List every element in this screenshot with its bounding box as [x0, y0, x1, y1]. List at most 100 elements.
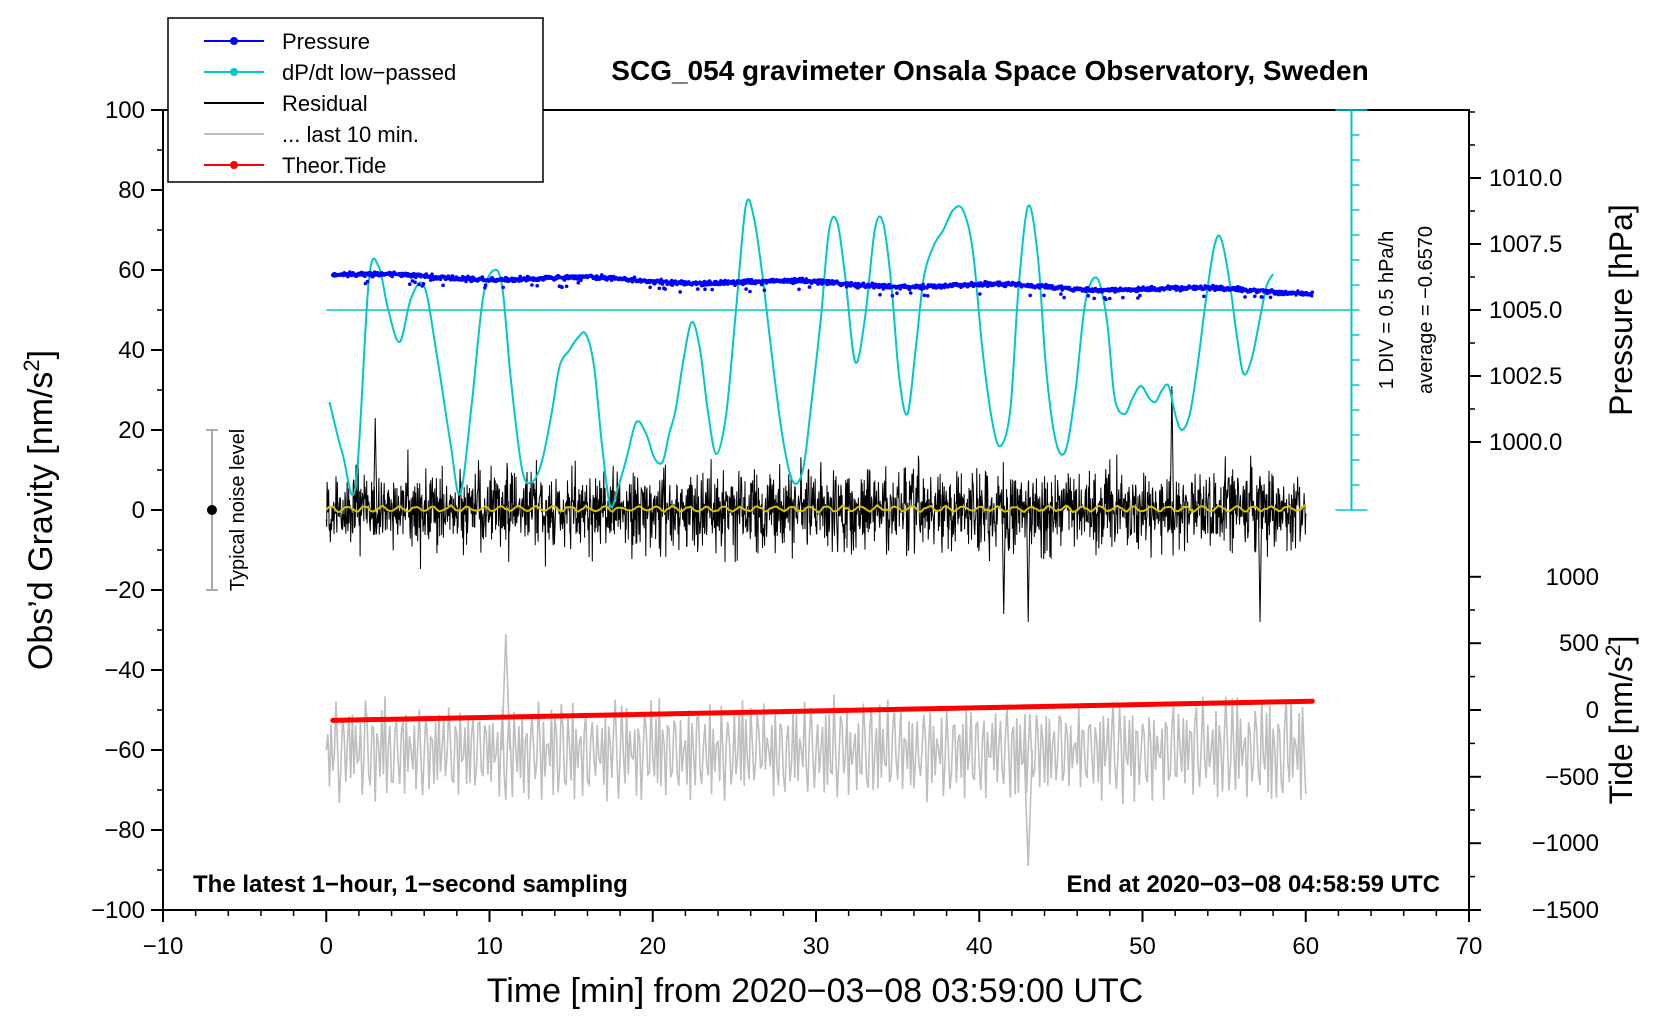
- legend-label: Residual: [282, 91, 368, 116]
- dpdt-div-label: 1 DIV = 0.5 hPa/h: [1376, 231, 1398, 389]
- pressure-point: [1268, 295, 1273, 300]
- pressure-point: [421, 282, 426, 286]
- legend-label: Theor.Tide: [282, 153, 386, 178]
- series-last-10-min-peak: [500, 633, 511, 751]
- pressure-point: [1243, 295, 1247, 299]
- pressure-point: [978, 292, 982, 296]
- pressure-point: [564, 284, 569, 289]
- pressure-point: [1028, 293, 1032, 298]
- y-tick-label: 80: [118, 177, 145, 204]
- y-tick-label: −60: [104, 737, 145, 764]
- tide-tick-label: −1500: [1532, 897, 1599, 924]
- pressure-point: [922, 293, 927, 298]
- x-tick-label: 50: [1129, 933, 1156, 960]
- series-smoothed-residual: [325, 503, 1307, 514]
- pressure-point: [748, 289, 752, 294]
- y-tick-label: 60: [118, 257, 145, 284]
- pressure-point: [744, 287, 748, 291]
- pressure-point: [417, 282, 421, 287]
- series-pressure: [331, 270, 1315, 302]
- pressure-point: [483, 283, 488, 288]
- x-tick-label: 20: [639, 933, 666, 960]
- pressure-point: [678, 290, 682, 294]
- x-axis: −10 0 10 20 30 40 50 60 70: [143, 910, 1482, 960]
- pressure-point: [365, 279, 370, 284]
- pressure-point: [413, 280, 417, 285]
- pressure-tick-label: 1002.5: [1489, 363, 1562, 390]
- legend-marker: [230, 161, 238, 169]
- series-residual-peak: [1169, 385, 1175, 511]
- series-last-10-min: [325, 694, 1307, 804]
- pressure-point: [657, 286, 662, 291]
- pressure-point: [749, 277, 754, 282]
- y-tick-label: 40: [118, 337, 145, 364]
- pressure-point: [1086, 294, 1091, 298]
- x-tick-label: 0: [320, 933, 333, 960]
- x-axis-label: Time [min] from 2020−03−08 03:59:00 UTC: [487, 972, 1143, 1010]
- legend-label: ... last 10 min.: [282, 122, 419, 147]
- pressure-point: [441, 283, 445, 288]
- pressure-point: [1136, 296, 1140, 300]
- pressure-point: [696, 287, 700, 291]
- pressure-point: [797, 287, 801, 292]
- legend-marker: [230, 68, 238, 76]
- pressure-point: [1062, 295, 1066, 300]
- noise-level-indicator: [205, 429, 218, 591]
- series-dpdt-lowpassed: [328, 198, 1274, 509]
- pressure-point: [501, 285, 506, 290]
- pressure-point: [1202, 294, 1206, 299]
- y-tick-label: 100: [105, 97, 145, 124]
- pressure-point: [762, 288, 767, 293]
- y-tick-label: −20: [104, 577, 145, 604]
- pressure-point: [663, 287, 667, 291]
- pressure-point: [1092, 296, 1096, 301]
- y-tick-label: −100: [91, 897, 145, 924]
- y-axis-right: 1010.0 1007.5 1005.0 1002.5 1000.0 1000 500 0 −5…: [1469, 111, 1599, 924]
- legend-box: [167, 17, 544, 183]
- annotation-end-time: End at 2020−03−08 04:58:59 UTC: [1066, 871, 1440, 898]
- tide-tick-label: 1000: [1546, 564, 1599, 591]
- series-residual: [325, 449, 1307, 570]
- pressure-point: [579, 278, 583, 283]
- tide-tick-label: 500: [1559, 630, 1599, 657]
- pressure-point: [1059, 292, 1063, 296]
- pressure-tick-label: 1000.0: [1489, 429, 1562, 456]
- series-residual-peak: [1257, 509, 1263, 623]
- pressure-point: [908, 291, 913, 295]
- series-residual-peak: [1001, 509, 1006, 615]
- y-axis-left: 100 80 60 40 20 0 −20 −40 −60 −80 −100: [91, 97, 163, 924]
- pressure-point: [1260, 295, 1264, 299]
- x-tick-label: 30: [803, 933, 830, 960]
- pressure-point: [1253, 294, 1257, 299]
- pressure-point: [844, 284, 849, 289]
- pressure-point: [1042, 293, 1046, 298]
- x-tick-label: 60: [1292, 933, 1319, 960]
- pressure-point: [807, 285, 812, 289]
- pressure-point: [887, 282, 891, 287]
- tide-tick-label: 0: [1586, 697, 1599, 724]
- pressure-point: [535, 283, 539, 288]
- y-axis-tide-label: Tide [nm/s2]: [1602, 636, 1639, 805]
- pressure-point: [530, 283, 534, 287]
- pressure-point: [576, 281, 581, 285]
- y-axis-pressure-label: Pressure [hPa]: [1603, 204, 1639, 416]
- pressure-point: [648, 285, 652, 290]
- pressure-point: [408, 282, 412, 287]
- pressure-point: [921, 282, 925, 287]
- pressure-tick-label: 1007.5: [1489, 231, 1562, 258]
- x-tick-label: 10: [476, 933, 503, 960]
- pressure-point: [890, 293, 895, 298]
- series-layer: [325, 198, 1352, 867]
- annotation-sampling: The latest 1−hour, 1−second sampling: [193, 871, 628, 898]
- noise-center-dot: [206, 505, 217, 515]
- legend-label: dP/dt low−passed: [282, 60, 456, 85]
- y-tick-label: −80: [104, 817, 145, 844]
- dpdt-average-label: average = −0.6570: [1415, 226, 1437, 394]
- pressure-point: [878, 292, 882, 297]
- pressure-point: [1104, 297, 1108, 302]
- chart-title: SCG_054 gravimeter Onsala Space Observat…: [611, 55, 1368, 86]
- legend-marker: [230, 37, 238, 45]
- pressure-point: [703, 287, 707, 292]
- legend-label: Pressure: [282, 29, 370, 54]
